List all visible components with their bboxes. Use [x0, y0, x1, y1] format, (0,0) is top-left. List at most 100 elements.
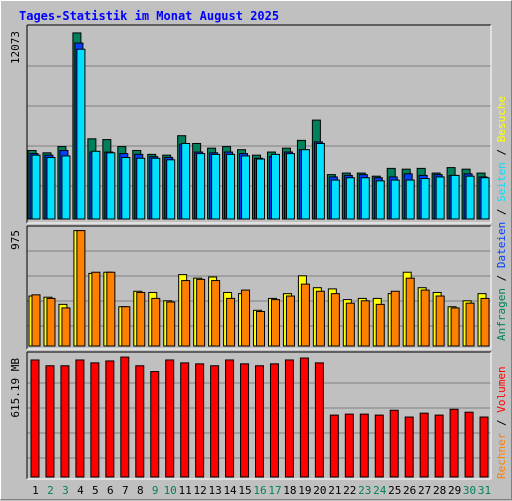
bar-volumen-7	[120, 356, 130, 478]
bar-volumen-16	[255, 365, 265, 478]
bar-rechner-30	[465, 302, 475, 347]
bar-rechner-14	[226, 297, 236, 347]
x-tick-label: 5	[92, 484, 99, 497]
legend-separator: /	[495, 268, 508, 288]
bar-volumen-2	[45, 365, 55, 478]
bar-rechner-16	[256, 310, 266, 347]
bar-rechner-11	[181, 280, 191, 347]
bar-rechner-20	[315, 290, 325, 347]
x-tick-label: 21	[328, 484, 341, 497]
bar-rechner-22	[345, 302, 355, 347]
bar-seiten-4	[76, 48, 86, 220]
x-tick-label: 19	[298, 484, 311, 497]
x-tick-label: 31	[478, 484, 491, 497]
bar-volumen-28	[434, 414, 444, 478]
bar-volumen-26	[404, 416, 414, 478]
bar-volumen-8	[135, 365, 145, 478]
bar-volumen-11	[180, 362, 190, 478]
x-tick-label: 4	[77, 484, 84, 497]
bar-volumen-5	[90, 362, 100, 478]
bar-volumen-10	[165, 359, 175, 478]
x-tick-label: 22	[343, 484, 356, 497]
bar-rechner-5	[91, 271, 101, 347]
bar-seiten-15	[241, 155, 251, 220]
bar-rechner-23	[360, 300, 370, 347]
bar-seiten-23	[360, 177, 370, 220]
bar-seiten-25	[390, 179, 400, 220]
bar-volumen-23	[359, 413, 369, 478]
legend-dateien: Dateien	[495, 222, 508, 268]
bar-volumen-21	[329, 414, 339, 478]
bar-volumen-30	[464, 411, 474, 478]
x-tick-label: 1	[32, 484, 39, 497]
x-tick-label: 26	[403, 484, 416, 497]
bar-rechner-28	[435, 295, 445, 347]
bar-rechner-3	[61, 307, 71, 347]
bar-rechner-8	[136, 291, 146, 347]
bar-seiten-19	[300, 149, 310, 220]
x-tick-label: 13	[208, 484, 221, 497]
bar-seiten-24	[375, 180, 385, 220]
bar-volumen-1	[30, 359, 40, 478]
x-tick-label: 3	[62, 484, 69, 497]
bar-rechner-10	[166, 301, 176, 347]
legend-volumen: Volumen	[495, 366, 508, 412]
x-tick-label: 15	[238, 484, 251, 497]
x-tick-label: 12	[194, 484, 207, 497]
bar-seiten-10	[166, 159, 176, 220]
bar-rechner-1	[31, 294, 41, 347]
bar-seiten-8	[136, 157, 146, 220]
x-tick-label: 20	[313, 484, 326, 497]
bar-seiten-17	[270, 153, 280, 220]
bar-volumen-9	[150, 371, 160, 478]
x-tick-label: 18	[283, 484, 296, 497]
x-tick-label: 10	[164, 484, 177, 497]
x-tick-label: 27	[418, 484, 431, 497]
bar-rechner-6	[106, 271, 116, 347]
bar-rechner-18	[285, 295, 295, 347]
bar-rechner-12	[196, 278, 206, 347]
bar-seiten-12	[196, 153, 206, 220]
bar-rechner-26	[405, 277, 415, 347]
bar-seiten-26	[405, 179, 415, 220]
bar-rechner-24	[375, 303, 385, 347]
bar-rechner-13	[211, 280, 221, 347]
y-max-label: 615.19 MB	[9, 358, 22, 418]
bar-seiten-11	[181, 142, 191, 220]
bar-volumen-27	[419, 412, 429, 478]
bar-seiten-3	[61, 155, 71, 220]
bar-seiten-14	[226, 153, 236, 220]
bar-seiten-13	[211, 153, 221, 220]
bar-volumen-12	[195, 363, 205, 478]
x-tick-label: 17	[268, 484, 281, 497]
legend-bottom: Rechner / Volumen	[495, 366, 508, 479]
bar-seiten-28	[435, 176, 445, 220]
bar-seiten-21	[330, 179, 340, 220]
bar-seiten-7	[121, 156, 131, 220]
x-tick-label: 8	[137, 484, 144, 497]
bar-seiten-2	[46, 156, 56, 220]
x-tick-label: 11	[179, 484, 192, 497]
x-tick-label: 30	[463, 484, 476, 497]
x-tick-label: 24	[373, 484, 387, 497]
bar-rechner-15	[241, 289, 251, 347]
bar-seiten-6	[106, 152, 116, 220]
legend-top: Anfragen / Dateien / Seiten / Besuche	[495, 96, 508, 341]
bar-volumen-18	[284, 359, 294, 478]
bar-rechner-21	[330, 293, 340, 347]
bar-volumen-29	[449, 408, 459, 478]
bar-rechner-19	[300, 283, 310, 347]
x-tick-label: 25	[388, 484, 401, 497]
x-tick-label: 14	[223, 484, 237, 497]
y-max-label: 975	[9, 230, 22, 250]
bar-rechner-27	[420, 289, 430, 347]
bar-seiten-20	[315, 142, 325, 220]
bar-seiten-22	[345, 177, 355, 220]
bar-rechner-9	[151, 297, 161, 347]
bar-volumen-31	[479, 416, 489, 478]
bar-seiten-1	[31, 154, 41, 220]
bar-rechner-31	[480, 297, 490, 347]
x-tick-label: 6	[107, 484, 114, 497]
